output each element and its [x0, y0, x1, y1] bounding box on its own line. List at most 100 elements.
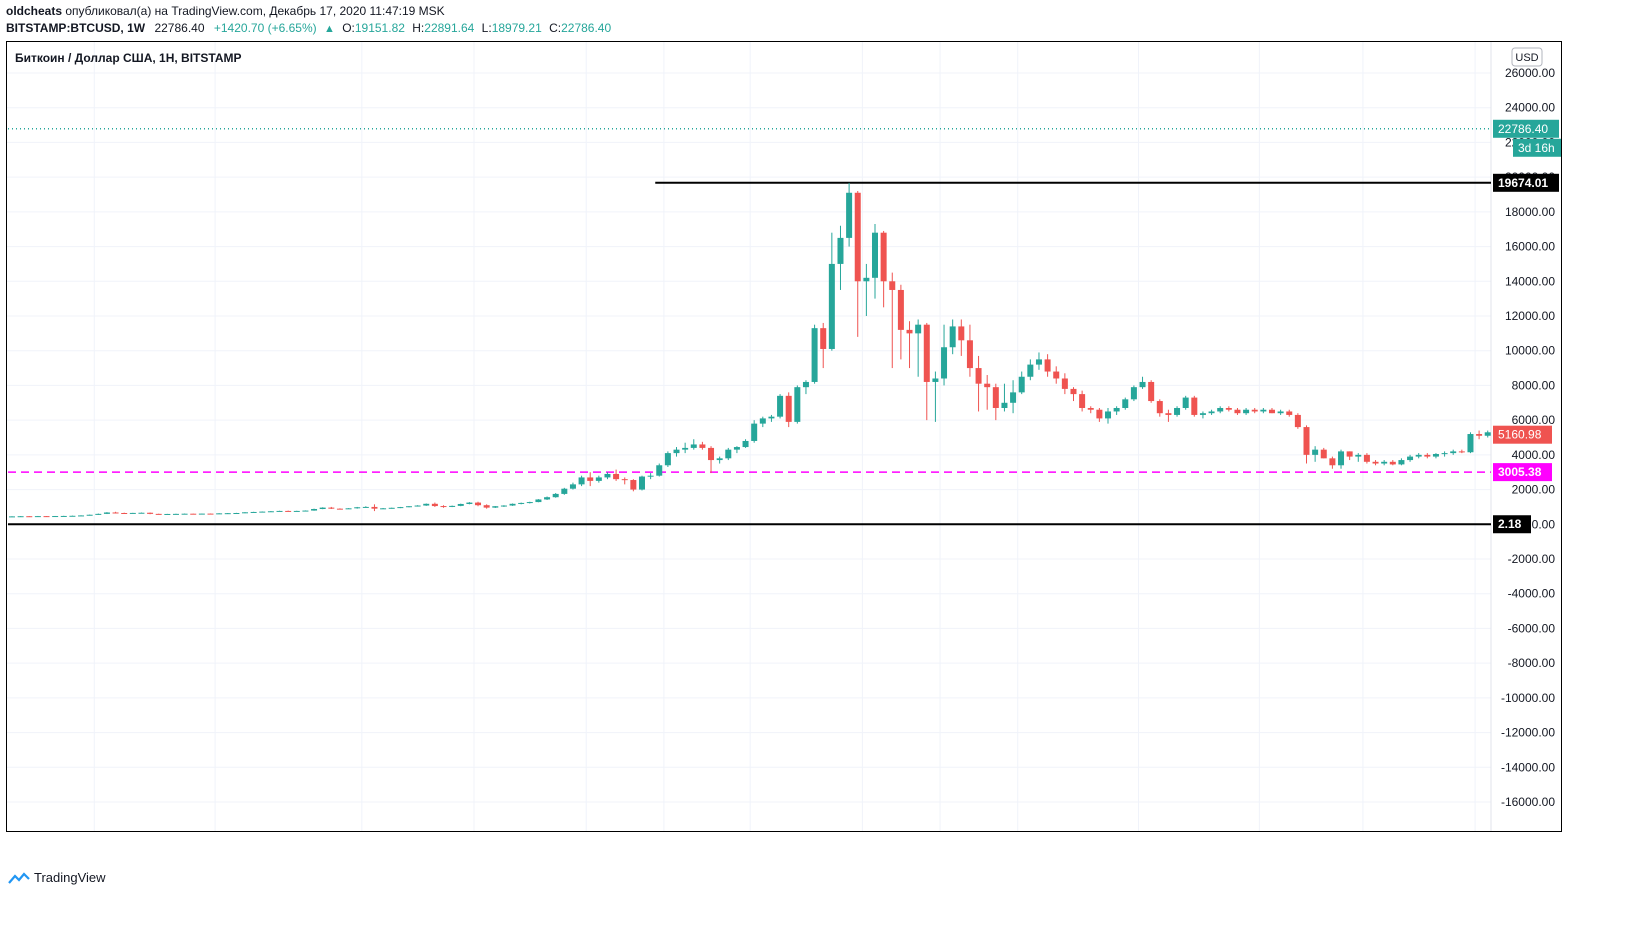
candle-body	[923, 324, 930, 382]
candle-body	[276, 510, 283, 512]
candle-body	[500, 505, 507, 507]
footer-brand[interactable]: TradingView	[8, 870, 106, 885]
candle-body	[613, 473, 620, 480]
candle-body	[475, 502, 482, 506]
candle-body	[794, 387, 801, 422]
candle-body	[1355, 454, 1362, 457]
countdown-label: 3d 16h	[1518, 141, 1555, 155]
candle-body	[1053, 371, 1060, 379]
chart-panel[interactable]: 26000.0024000.0022000.0020000.0018000.00…	[6, 41, 1562, 832]
candle-body	[664, 453, 671, 466]
candle-body	[941, 347, 948, 379]
author-name[interactable]: oldcheats	[6, 4, 63, 18]
candle-body	[216, 513, 223, 515]
candle-body	[1398, 460, 1405, 465]
candle-body	[259, 511, 266, 513]
candle-body	[958, 326, 965, 341]
y-tick-label: 8000.00	[1512, 378, 1556, 392]
candle-body	[1432, 453, 1439, 457]
currency-badge	[1511, 47, 1543, 67]
candle-body	[569, 484, 576, 489]
candle-body	[966, 340, 973, 369]
candle-body	[423, 503, 430, 506]
candle-body	[155, 513, 162, 515]
candle-body	[95, 513, 102, 515]
price-chart[interactable]: 26000.0024000.0022000.0020000.0018000.00…	[7, 42, 1561, 831]
candle-body	[34, 516, 41, 518]
candle-body	[777, 395, 784, 417]
candle-body	[1312, 449, 1319, 455]
candle-body	[1458, 451, 1465, 453]
price-tag	[1493, 425, 1552, 444]
candle-body	[1251, 409, 1258, 412]
candle-body	[535, 499, 542, 503]
candle-body	[405, 506, 412, 508]
candle-body	[60, 515, 67, 517]
close-label: C:	[549, 21, 562, 35]
hline-price-tag	[1493, 515, 1531, 534]
candle-body	[311, 509, 318, 511]
candle-body	[172, 513, 179, 515]
candle-body	[414, 505, 421, 507]
footer-brand-text: TradingView	[34, 870, 106, 885]
high-label: H:	[412, 21, 425, 35]
countdown-tag	[1513, 138, 1561, 157]
candle-body	[785, 395, 792, 422]
candle-body	[699, 444, 706, 448]
candle-body	[26, 516, 33, 518]
candle-body	[397, 507, 404, 509]
candle-body	[1070, 388, 1077, 395]
candle-body	[1035, 359, 1042, 365]
candle-body	[872, 232, 878, 278]
candle-body	[1407, 456, 1414, 461]
candle-body	[293, 510, 300, 512]
candle-body	[302, 510, 309, 512]
candle-body	[820, 328, 827, 349]
candle-body	[621, 479, 628, 481]
currency-label: USD	[1515, 52, 1538, 64]
candle-body	[837, 237, 844, 264]
y-tick-label: -2000.00	[1508, 552, 1556, 566]
candle-body	[1286, 411, 1293, 415]
candle-body	[1234, 409, 1241, 414]
candle-body	[1294, 414, 1301, 428]
candle-body	[682, 447, 689, 450]
hline-price-tag	[1493, 173, 1559, 192]
symbol-label: BITSTAMP:BTCUSD, 1W	[6, 21, 146, 35]
candle-body	[1484, 432, 1491, 436]
low-label: L:	[481, 21, 492, 35]
candle-body	[1338, 451, 1345, 466]
candle-body	[1363, 454, 1370, 462]
candle-body	[466, 502, 473, 504]
candle-body	[1225, 407, 1232, 410]
candle-body	[250, 511, 257, 513]
candle-body	[1001, 402, 1008, 408]
candle-body	[1079, 394, 1086, 408]
candle-body	[147, 512, 154, 514]
candle-body	[354, 507, 361, 509]
candle-body	[449, 505, 456, 507]
candle-body	[1467, 434, 1474, 453]
candle-body	[1346, 451, 1353, 457]
price-label: 22786.40	[1498, 122, 1548, 136]
candle-body	[1476, 434, 1483, 436]
candle-body	[112, 512, 119, 514]
candle-body	[846, 192, 853, 238]
candle-body	[1320, 449, 1327, 459]
candle-body	[1450, 451, 1457, 454]
ohlc-header: BITSTAMP:BTCUSD, 1W 22786.40 +1420.70 (+…	[6, 21, 611, 35]
candle-body	[1105, 411, 1112, 419]
candle-body	[380, 508, 387, 510]
candle-body	[897, 289, 904, 330]
candle-body	[267, 511, 274, 513]
candle-body	[595, 477, 602, 481]
candle-body	[1027, 364, 1034, 377]
candle-body	[1389, 461, 1396, 465]
price-label: 5160.98	[1498, 428, 1542, 442]
candle-body	[1303, 427, 1310, 455]
candle-body	[138, 512, 145, 514]
candle-body	[518, 502, 525, 504]
candle-body	[1148, 381, 1155, 402]
candle-body	[1156, 401, 1163, 414]
candle-body	[690, 444, 697, 448]
